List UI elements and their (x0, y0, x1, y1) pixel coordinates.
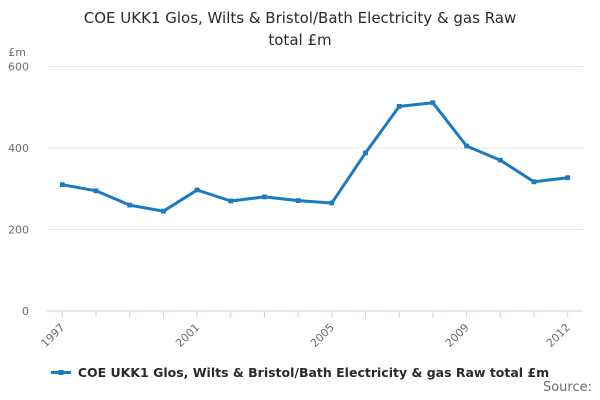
legend-line-marker-icon (50, 368, 71, 377)
data-series-line (59, 100, 571, 214)
legend-label: COE UKK1 Glos, Wilts & Bristol/Bath Elec… (77, 364, 550, 380)
chart-title-line2: total £m (268, 31, 332, 49)
x-axis-tick-label-2001: 2001 (173, 321, 202, 350)
y-axis-tick-label-0: 0 (22, 305, 29, 318)
gridlines (47, 66, 583, 230)
y-axis-tick-label-400: 400 (8, 142, 29, 155)
x-axis (47, 310, 583, 318)
y-axis-unit-label: £m (8, 46, 26, 59)
x-axis-tick-label-2012: 2012 (544, 321, 573, 350)
x-axis-tick-label-2005: 2005 (308, 321, 337, 350)
x-axis-tick-label-1997: 1997 (38, 321, 67, 350)
y-axis-tick-label-200: 200 (8, 224, 29, 237)
chart-title: COE UKK1 Glos, Wilts & Bristol/Bath Elec… (0, 7, 600, 51)
legend-item[interactable]: COE UKK1 Glos, Wilts & Bristol/Bath Elec… (0, 362, 600, 382)
x-axis-tick-label-2009: 2009 (443, 321, 472, 350)
y-axis-tick-label-600: 600 (8, 61, 29, 74)
chart-title-line1: COE UKK1 Glos, Wilts & Bristol/Bath Elec… (83, 9, 517, 27)
source-label: Source: (542, 380, 592, 395)
